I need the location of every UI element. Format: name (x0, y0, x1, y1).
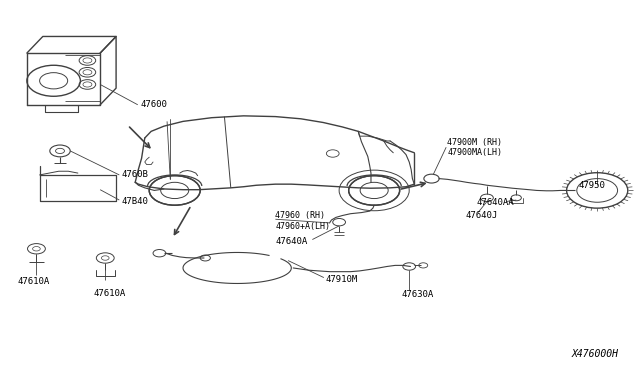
Text: 47640J: 47640J (465, 211, 497, 220)
Text: 47640AA: 47640AA (476, 198, 514, 207)
Text: 47B40: 47B40 (121, 197, 148, 206)
Text: 47910M: 47910M (325, 275, 357, 283)
Circle shape (349, 176, 399, 205)
Text: 47610A: 47610A (18, 278, 50, 286)
Text: 47900M (RH)
47900MA(LH): 47900M (RH) 47900MA(LH) (447, 138, 502, 157)
Text: 47600: 47600 (140, 100, 167, 109)
Text: 47630A: 47630A (401, 291, 434, 299)
Text: X476000H: X476000H (572, 349, 618, 359)
Text: 47610A: 47610A (94, 289, 126, 298)
Text: 47950: 47950 (578, 182, 605, 190)
Text: 4760B: 4760B (121, 170, 148, 179)
Circle shape (149, 176, 200, 205)
Text: 47640A: 47640A (275, 237, 308, 246)
Text: 47960 (RH)
47960+A(LH): 47960 (RH) 47960+A(LH) (275, 211, 330, 231)
